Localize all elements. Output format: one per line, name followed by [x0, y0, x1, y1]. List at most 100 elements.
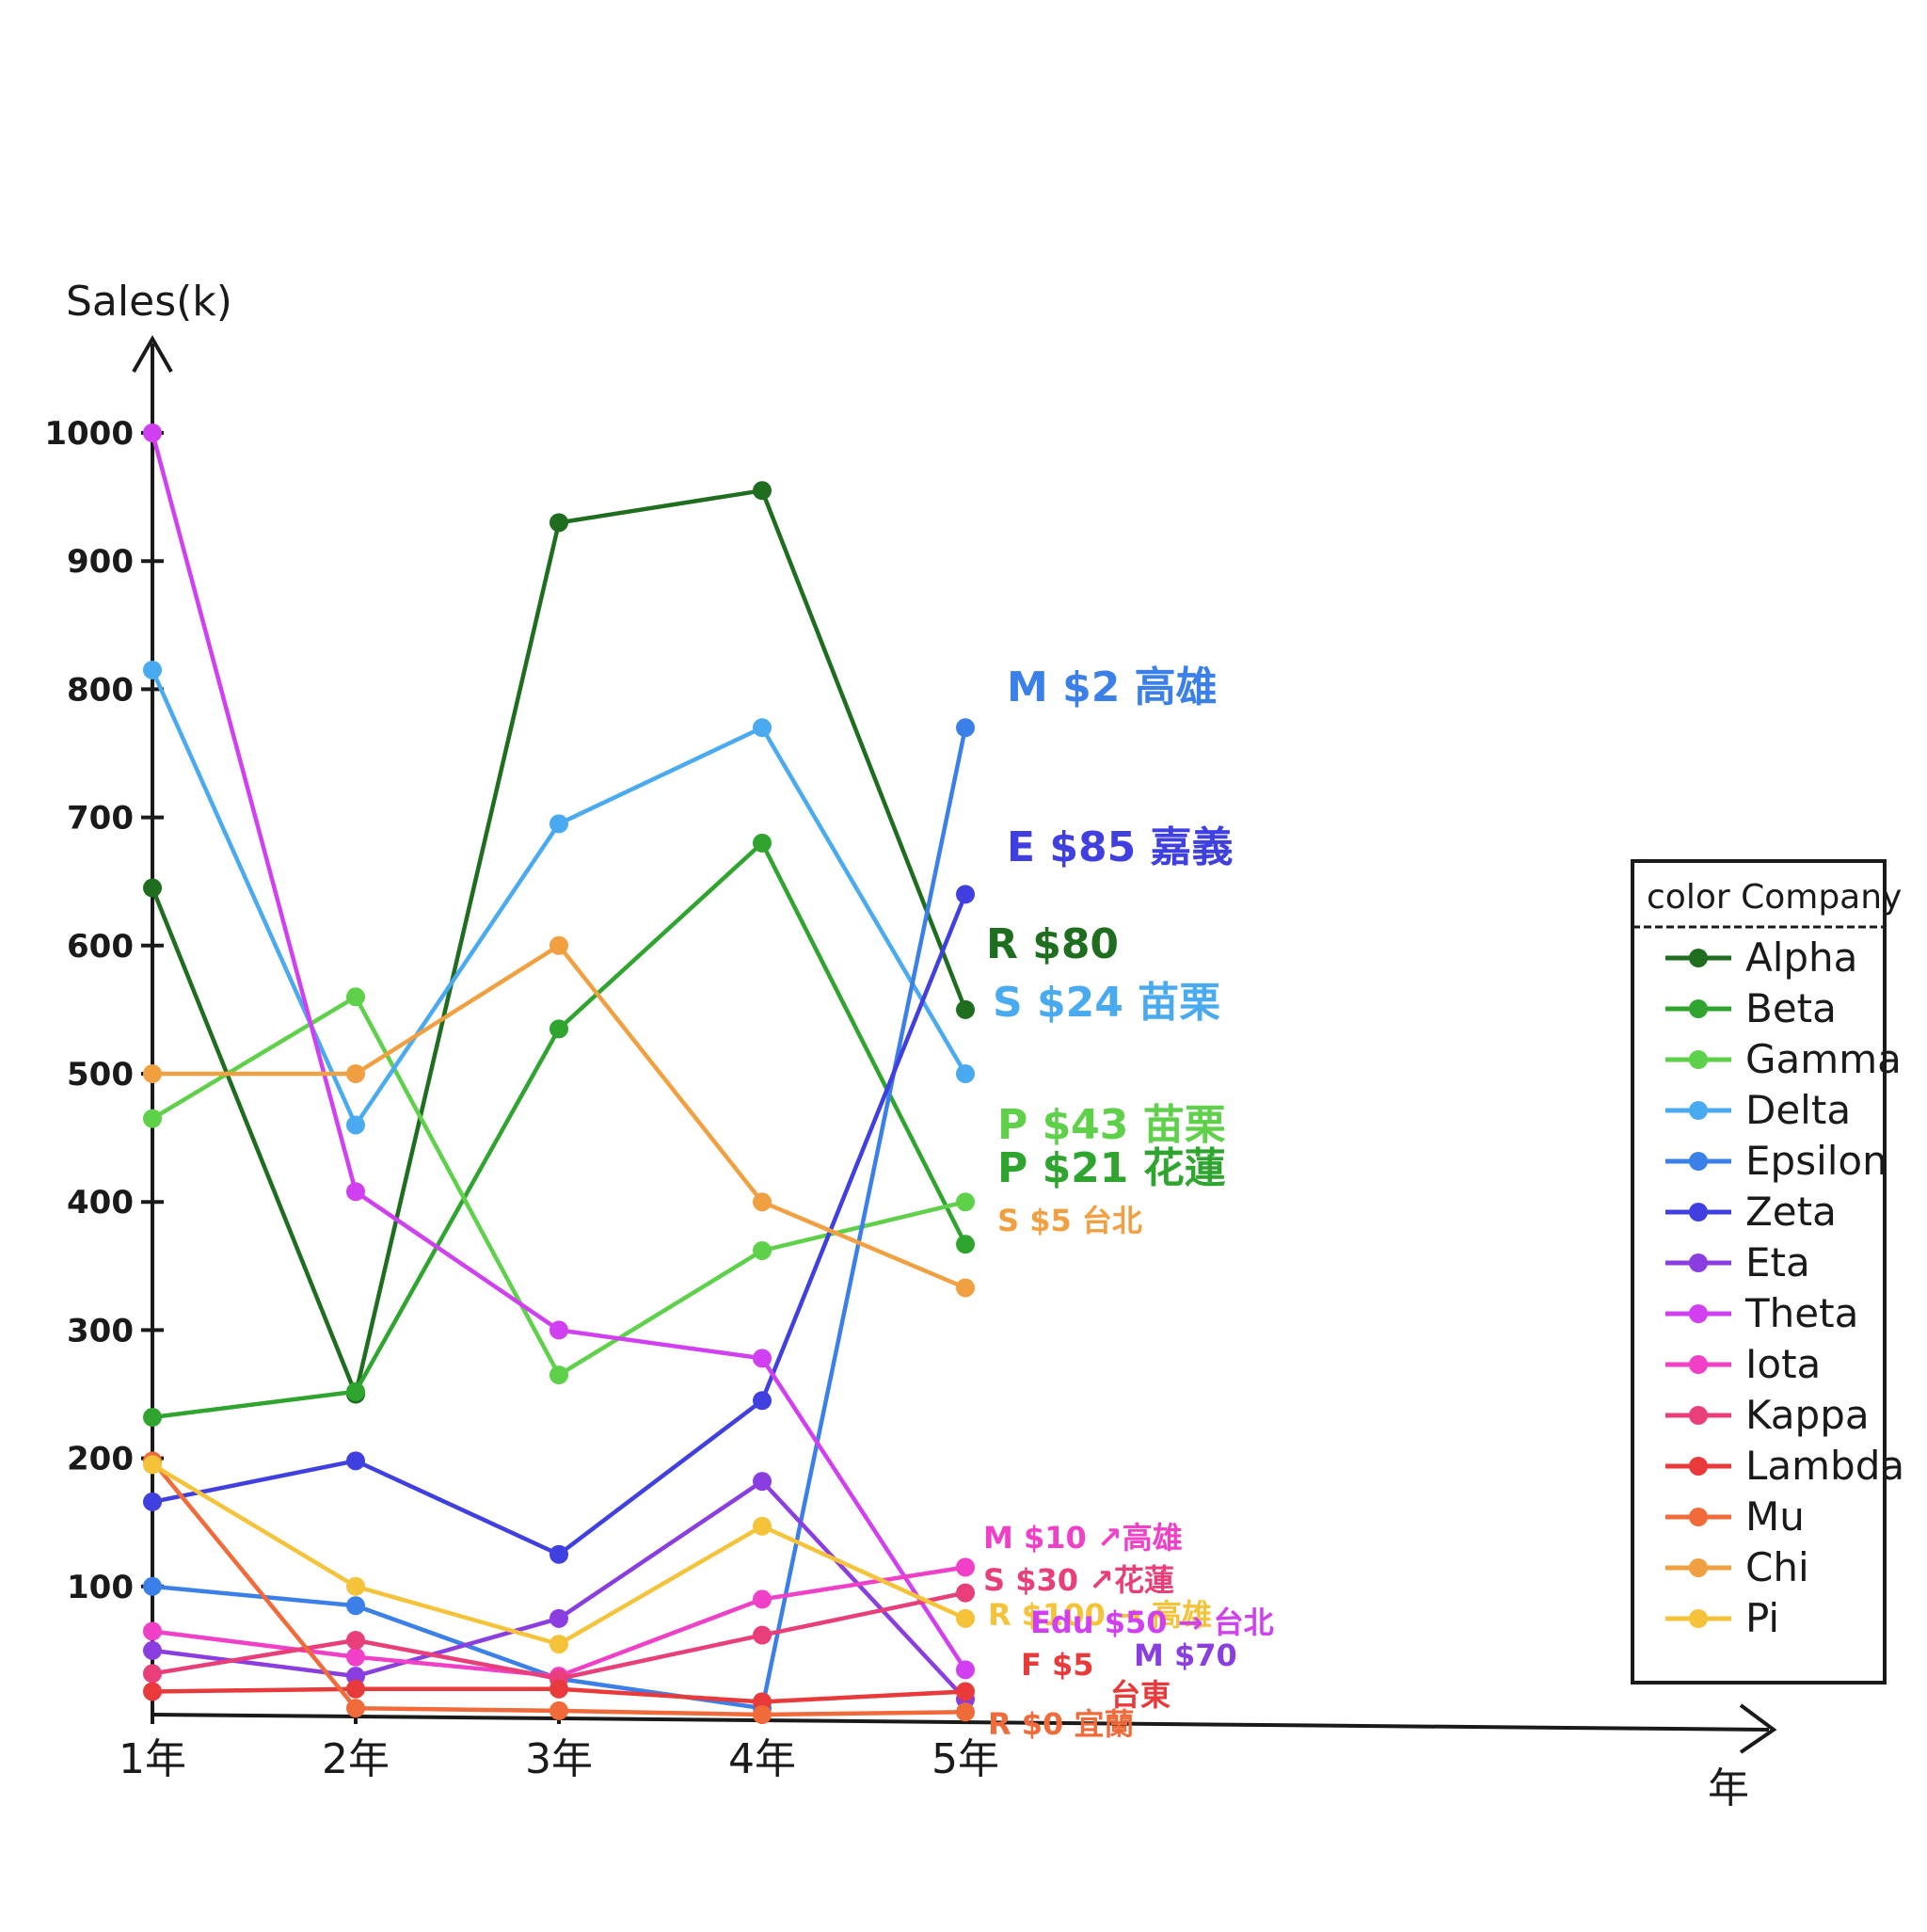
legend-item: Delta	[1665, 1087, 1851, 1133]
annotations: M $2 高雄 E $85 嘉義 R $80 S $24 苗栗 P $43 苗栗P $2…	[983, 663, 1274, 1742]
data-point	[143, 1492, 162, 1511]
data-point	[753, 833, 772, 853]
data-point	[753, 1192, 772, 1212]
legend-item: Epsilon	[1665, 1138, 1887, 1184]
y-tick-label: 700	[67, 800, 134, 838]
y-tick-label: 200	[67, 1441, 134, 1478]
legend-label: Eta	[1745, 1239, 1810, 1285]
data-point	[549, 1679, 568, 1699]
y-axis-title: Sales(k)	[66, 278, 232, 326]
x-tick-label: 5年	[932, 1735, 999, 1783]
data-point	[549, 1700, 568, 1720]
data-point	[956, 885, 975, 904]
data-point	[956, 1064, 975, 1083]
data-point	[956, 1608, 975, 1628]
x-axis-arrow	[1739, 1703, 1777, 1754]
legend-label: Delta	[1745, 1087, 1851, 1133]
annotation-label: R $100 → 高雄	[988, 1597, 1212, 1633]
y-tick-label: 300	[67, 1312, 134, 1349]
annotation-label: E $85 嘉義	[1007, 823, 1234, 871]
data-point	[753, 1516, 772, 1536]
data-point	[549, 1320, 568, 1340]
y-axis-arrow	[132, 334, 173, 373]
legend-label: Gamma	[1745, 1036, 1902, 1082]
data-point	[143, 1455, 162, 1475]
legend-item: Chi	[1665, 1544, 1809, 1590]
data-point	[549, 1365, 568, 1385]
data-point	[143, 1576, 162, 1596]
series-pi	[143, 1455, 975, 1654]
y-tick-label: 1000	[44, 415, 134, 453]
x-axis	[151, 1713, 1770, 1732]
data-point	[346, 1596, 365, 1616]
series-chi	[143, 935, 975, 1298]
series-line	[150, 1478, 968, 1701]
data-point	[549, 1608, 568, 1628]
data-point	[956, 999, 975, 1019]
data-point	[346, 1115, 365, 1135]
legend-label: Mu	[1745, 1493, 1805, 1540]
data-point	[549, 1635, 568, 1654]
legend-label: Theta	[1744, 1290, 1858, 1336]
data-point	[956, 718, 975, 738]
x-ticks: 1年 2年 3年 4年 5年	[119, 1705, 999, 1783]
annotation-label: M $10 ↗高雄	[983, 1520, 1183, 1556]
series-theta	[143, 423, 975, 1680]
data-point	[549, 513, 568, 533]
series-line	[150, 667, 968, 1127]
legend-swatch-marker	[1689, 1050, 1708, 1069]
x-tick-label: 1年	[119, 1735, 186, 1783]
annotation-label: S $24 苗栗	[993, 979, 1220, 1027]
series-line	[150, 430, 968, 1672]
annotation-label: P $43 苗栗	[997, 1101, 1226, 1149]
legend-swatch-marker	[1689, 1457, 1708, 1476]
y-tick-label: 900	[67, 543, 134, 581]
data-point	[753, 1391, 772, 1411]
data-point	[346, 1381, 365, 1401]
data-point	[549, 935, 568, 955]
legend-item: Iota	[1665, 1341, 1821, 1387]
annotation-label: S $30 ↗花蓮	[983, 1562, 1174, 1598]
legend-swatch-marker	[1689, 1203, 1708, 1221]
series-kappa	[143, 1583, 975, 1688]
data-point	[956, 1702, 975, 1722]
data-point	[346, 987, 365, 1007]
legend-label: Iota	[1745, 1341, 1821, 1387]
series-zeta	[143, 885, 975, 1564]
data-point	[956, 1660, 975, 1680]
legend-item: Alpha	[1665, 934, 1857, 981]
annotation-label: 台東	[1110, 1677, 1171, 1713]
series-delta	[143, 660, 975, 1135]
legend-swatch-marker	[1689, 1101, 1708, 1120]
x-tick-label: 3年	[525, 1735, 593, 1783]
legend-swatch-marker	[1689, 1406, 1708, 1425]
data-point	[346, 1679, 365, 1699]
data-point	[143, 1640, 162, 1660]
data-point	[753, 1240, 772, 1260]
legend-item: Theta	[1665, 1290, 1858, 1336]
data-point	[143, 878, 162, 898]
data-point	[143, 1064, 162, 1083]
series-line	[150, 892, 968, 1557]
legend-swatch-marker	[1689, 1355, 1708, 1374]
legend-label: Epsilon	[1745, 1138, 1887, 1184]
legend-item: Gamma	[1665, 1036, 1902, 1082]
data-point	[549, 814, 568, 834]
legend-label: Beta	[1745, 985, 1837, 1031]
y-tick-label: 400	[67, 1184, 134, 1221]
legend-swatch-marker	[1689, 1152, 1708, 1171]
legend-item: Pi	[1665, 1595, 1779, 1641]
data-point	[346, 1451, 365, 1471]
data-point	[143, 1621, 162, 1641]
legend-item: Mu	[1665, 1493, 1805, 1540]
data-point	[956, 1557, 975, 1577]
data-point	[753, 1472, 772, 1492]
data-point	[549, 1019, 568, 1039]
annotation-label: S $5 台北	[997, 1203, 1142, 1238]
legend-item: Lambda	[1665, 1443, 1904, 1489]
data-point	[143, 1408, 162, 1428]
data-point	[956, 1192, 975, 1212]
data-point	[956, 1583, 975, 1603]
